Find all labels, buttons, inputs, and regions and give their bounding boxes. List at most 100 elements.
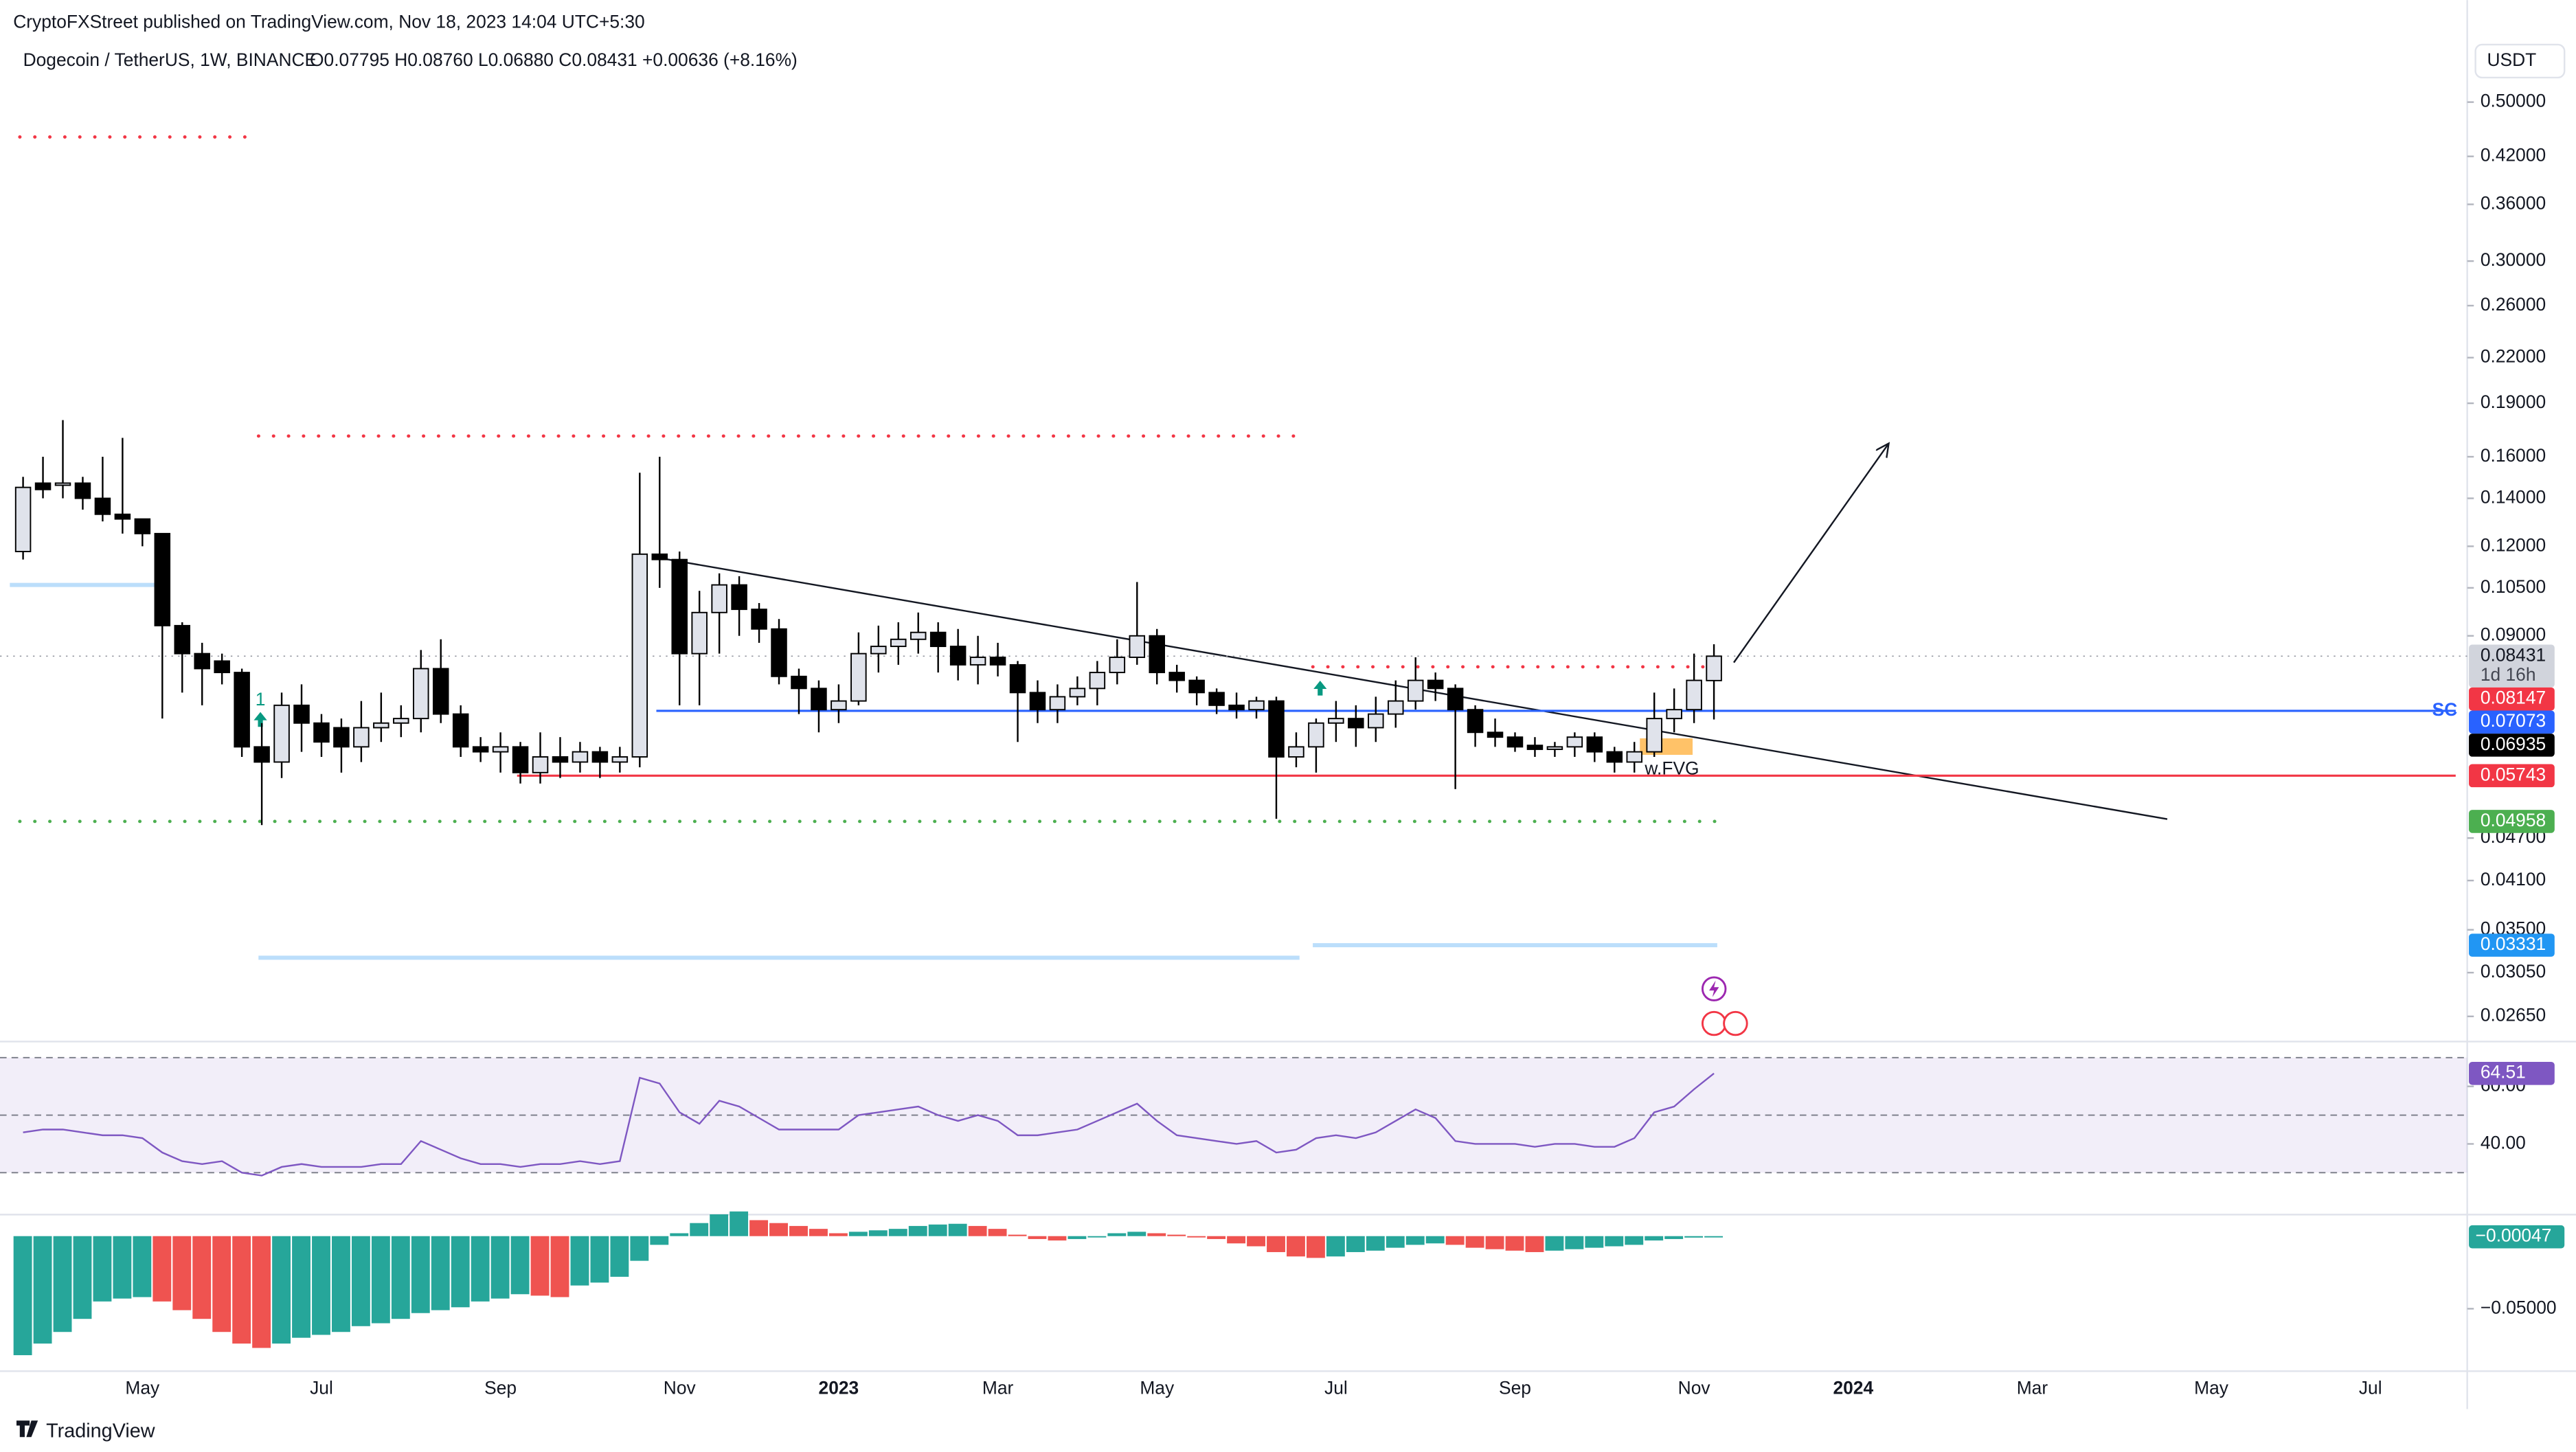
y-tick-label: 0.50000 — [2481, 91, 2546, 111]
candle-body — [1368, 713, 1384, 729]
candle-body — [14, 486, 32, 552]
histogram-bar — [1306, 1236, 1325, 1258]
candle-body — [909, 631, 927, 640]
y-tick-label: 0.14000 — [2481, 486, 2546, 507]
histogram-bar — [292, 1236, 310, 1338]
histogram-bar — [1585, 1236, 1604, 1248]
event-icon[interactable] — [1701, 1010, 1727, 1036]
y-tick-label: 0.36000 — [2481, 192, 2546, 213]
histogram-bar — [1465, 1236, 1484, 1248]
candle-body — [174, 624, 191, 655]
ohlc-legend: O0.07795 H0.08760 L0.06880 C0.08431 +0.0… — [310, 49, 798, 70]
histogram-bar — [710, 1214, 729, 1236]
price-badge — [2469, 710, 2555, 734]
histogram-bar — [1625, 1236, 1644, 1245]
candle-body — [472, 746, 489, 753]
histogram-bar — [471, 1236, 490, 1302]
histogram-bar — [928, 1224, 947, 1236]
y-tick-label: −0.05000 — [2481, 1297, 2557, 1317]
histogram-bar — [1684, 1236, 1704, 1238]
histogram-bar — [232, 1236, 251, 1344]
event-icon[interactable] — [1723, 1010, 1748, 1036]
histogram-bar — [1048, 1236, 1067, 1241]
candle-body — [1487, 731, 1504, 738]
candle-body — [1248, 700, 1265, 711]
histogram-bar — [968, 1225, 987, 1236]
candle-body — [1407, 679, 1424, 702]
candle-body — [1706, 655, 1722, 681]
candle-body — [572, 751, 589, 763]
histogram-bar — [351, 1236, 370, 1326]
histogram-bar — [431, 1236, 450, 1311]
histogram-bar — [33, 1236, 52, 1344]
y-tick-label: 0.22000 — [2481, 346, 2546, 367]
x-tick-label: May — [2194, 1378, 2229, 1398]
candle-body — [1606, 751, 1623, 763]
y-tick-label: 0.26000 — [2481, 294, 2546, 315]
x-tick-label: Jul — [2359, 1378, 2382, 1398]
histogram-bar — [630, 1236, 649, 1261]
price-badge — [2469, 933, 2555, 957]
histogram-bar — [1227, 1236, 1246, 1244]
candle-body — [1069, 688, 1086, 698]
candle-body — [1268, 700, 1285, 758]
candle-body — [1109, 657, 1126, 674]
candle-body — [1168, 672, 1185, 681]
price-badge — [2469, 687, 2555, 711]
value-badge-box — [2469, 1225, 2565, 1249]
histogram-bar — [1028, 1236, 1047, 1239]
price-badge-label: 0.04958 — [2481, 810, 2546, 830]
price-badge-label: 0.06935 — [2481, 734, 2546, 754]
histogram-bar — [212, 1236, 231, 1332]
countdown: 1d 16h — [2481, 664, 2536, 685]
rsi-line — [23, 1072, 1715, 1177]
histogram-bar — [1485, 1236, 1504, 1249]
histogram-bar — [809, 1229, 828, 1236]
histogram-bar — [868, 1230, 888, 1236]
y-tick-label: 0.10500 — [2481, 576, 2546, 597]
histogram-bar — [610, 1236, 629, 1277]
candle-body — [1348, 718, 1364, 729]
y-tick-label: 0.04100 — [2481, 869, 2546, 889]
candle-body — [74, 482, 91, 499]
candle-body — [1288, 746, 1304, 758]
x-tick-label: Mar — [982, 1378, 1014, 1398]
histogram-bar — [93, 1236, 112, 1302]
candle-body — [134, 518, 151, 534]
histogram-bar — [670, 1233, 689, 1236]
x-tick-label: Sep — [1499, 1378, 1531, 1398]
footer-brand: TradingView — [46, 1420, 155, 1442]
price-badge-label: 0.08147 — [2481, 688, 2546, 708]
y-tick-label: 40.00 — [2481, 1132, 2526, 1153]
candle-body — [611, 756, 629, 763]
candle-body — [731, 584, 747, 611]
currency-box[interactable] — [2474, 43, 2566, 79]
histogram-bar — [53, 1236, 72, 1332]
candle-body — [512, 746, 529, 773]
histogram-bar — [490, 1236, 510, 1299]
price-badge-label: 0.05743 — [2481, 764, 2546, 784]
candle-body — [1526, 745, 1544, 750]
y-tick-label: 0.19000 — [2481, 392, 2546, 412]
price-badge — [2469, 764, 2555, 788]
y-tick-label: 0.02650 — [2481, 1005, 2546, 1025]
candle-body — [432, 668, 449, 715]
price-badge-label: 0.07073 — [2481, 710, 2546, 731]
candle-body — [1447, 688, 1464, 711]
histogram-bar — [1346, 1236, 1365, 1252]
histogram-bar — [690, 1223, 709, 1236]
candle-body — [890, 638, 907, 648]
candle-body — [929, 631, 947, 648]
histogram-bar — [1366, 1236, 1385, 1251]
candle-body — [751, 609, 767, 630]
candle-body — [194, 653, 210, 670]
histogram-bar — [1147, 1233, 1166, 1236]
candle-body — [1049, 696, 1066, 711]
candle-body — [34, 482, 52, 490]
histogram-bar — [1167, 1234, 1186, 1236]
histogram-bar — [113, 1236, 132, 1299]
histogram-bar — [1067, 1236, 1087, 1239]
histogram-bar — [1605, 1236, 1624, 1247]
